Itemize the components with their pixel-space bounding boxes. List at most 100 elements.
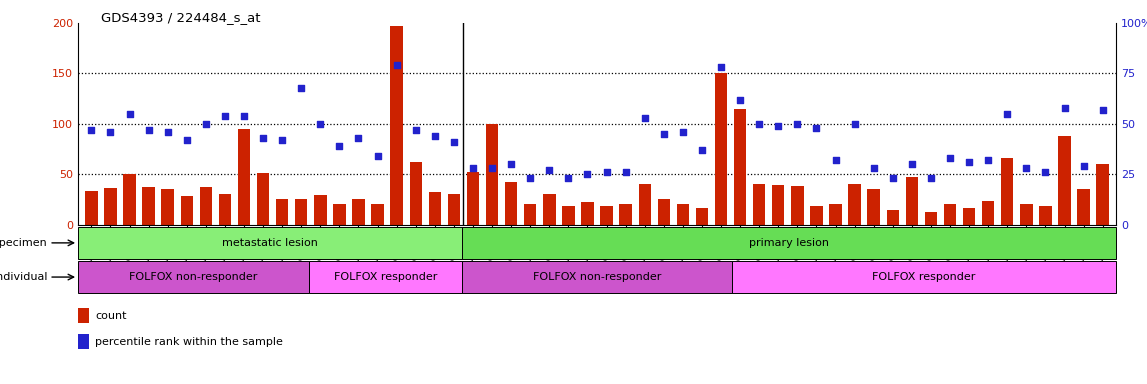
Bar bbox=[309, 261, 462, 293]
Text: specimen: specimen bbox=[0, 238, 47, 248]
Bar bbox=[78, 334, 89, 349]
Point bbox=[178, 137, 196, 143]
Bar bbox=[887, 210, 899, 225]
Point bbox=[807, 125, 826, 131]
Point bbox=[750, 121, 768, 127]
Bar bbox=[257, 173, 270, 225]
Bar bbox=[1020, 205, 1032, 225]
Bar bbox=[524, 205, 537, 225]
Bar bbox=[715, 73, 727, 225]
Bar bbox=[462, 261, 732, 293]
Bar bbox=[962, 207, 975, 225]
Point bbox=[635, 115, 654, 121]
Bar bbox=[334, 205, 345, 225]
Point bbox=[445, 139, 463, 145]
Bar bbox=[78, 308, 89, 323]
Point bbox=[101, 129, 119, 135]
Bar bbox=[544, 194, 555, 225]
Bar bbox=[1059, 136, 1070, 225]
Point bbox=[463, 165, 482, 171]
Point bbox=[388, 62, 406, 68]
Point bbox=[980, 157, 998, 163]
Text: GDS4393 / 224484_s_at: GDS4393 / 224484_s_at bbox=[101, 12, 260, 25]
Point bbox=[712, 65, 731, 71]
Bar bbox=[314, 195, 327, 225]
Point bbox=[598, 169, 616, 175]
Point bbox=[1075, 163, 1093, 169]
Point bbox=[903, 161, 921, 167]
Point bbox=[330, 143, 349, 149]
Point bbox=[922, 175, 941, 181]
Point bbox=[826, 157, 844, 163]
Bar bbox=[1039, 207, 1052, 225]
Bar bbox=[219, 194, 232, 225]
Bar bbox=[677, 205, 689, 225]
Point bbox=[120, 111, 139, 117]
Point bbox=[83, 127, 101, 133]
Point bbox=[311, 121, 329, 127]
Bar bbox=[85, 191, 97, 225]
Bar bbox=[462, 227, 1116, 259]
Bar bbox=[124, 174, 135, 225]
Text: FOLFOX responder: FOLFOX responder bbox=[872, 272, 975, 282]
Bar bbox=[200, 187, 212, 225]
Bar bbox=[162, 189, 174, 225]
Bar bbox=[829, 205, 842, 225]
Point bbox=[655, 131, 673, 137]
Text: FOLFOX non-responder: FOLFOX non-responder bbox=[533, 272, 661, 282]
Text: FOLFOX non-responder: FOLFOX non-responder bbox=[130, 272, 258, 282]
Point bbox=[350, 135, 368, 141]
Bar bbox=[142, 187, 155, 225]
Point bbox=[770, 123, 788, 129]
Point bbox=[865, 165, 883, 171]
Bar bbox=[562, 207, 575, 225]
Point bbox=[560, 175, 578, 181]
Bar bbox=[372, 205, 384, 225]
Bar bbox=[619, 205, 632, 225]
Bar bbox=[104, 189, 117, 225]
Bar bbox=[505, 182, 517, 225]
Bar bbox=[237, 129, 250, 225]
Point bbox=[941, 155, 959, 161]
Bar bbox=[734, 109, 747, 225]
Bar bbox=[1001, 158, 1014, 225]
Bar bbox=[409, 162, 422, 225]
Bar bbox=[924, 212, 937, 225]
Bar bbox=[467, 172, 479, 225]
Point bbox=[998, 111, 1016, 117]
Bar bbox=[390, 26, 403, 225]
Point bbox=[406, 127, 424, 133]
Point bbox=[426, 133, 444, 139]
Bar bbox=[600, 207, 612, 225]
Bar bbox=[772, 185, 785, 225]
Point bbox=[273, 137, 291, 143]
Bar bbox=[429, 192, 442, 225]
Text: metastatic lesion: metastatic lesion bbox=[223, 238, 318, 248]
Point bbox=[368, 153, 387, 159]
Point bbox=[578, 171, 596, 177]
Bar bbox=[810, 207, 822, 225]
Point bbox=[788, 121, 806, 127]
Bar bbox=[639, 184, 650, 225]
Bar bbox=[78, 227, 462, 259]
Bar bbox=[982, 202, 994, 225]
Text: primary lesion: primary lesion bbox=[749, 238, 829, 248]
Bar bbox=[582, 202, 594, 225]
Text: FOLFOX responder: FOLFOX responder bbox=[334, 272, 437, 282]
Bar bbox=[78, 261, 309, 293]
Point bbox=[673, 129, 692, 135]
Point bbox=[540, 167, 559, 173]
Point bbox=[1093, 107, 1111, 113]
Bar bbox=[732, 261, 1116, 293]
Point bbox=[235, 113, 253, 119]
Bar bbox=[944, 205, 957, 225]
Bar bbox=[1077, 189, 1090, 225]
Point bbox=[1017, 165, 1036, 171]
Point bbox=[158, 129, 177, 135]
Text: individual: individual bbox=[0, 272, 47, 282]
Point bbox=[883, 175, 902, 181]
Text: percentile rank within the sample: percentile rank within the sample bbox=[95, 336, 283, 346]
Point bbox=[731, 97, 749, 103]
Bar bbox=[276, 199, 288, 225]
Bar bbox=[906, 177, 918, 225]
